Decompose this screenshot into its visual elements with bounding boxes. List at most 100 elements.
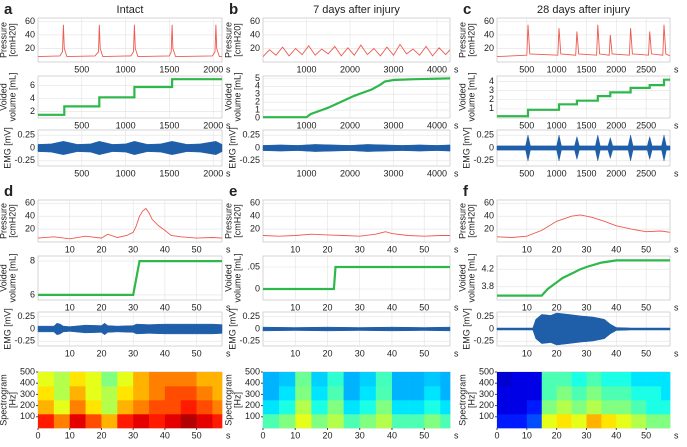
heatmap-cell (359, 386, 377, 401)
heatmap-cell (149, 400, 166, 415)
heatmap-cell (117, 400, 134, 415)
heatmap-cell (327, 386, 344, 401)
x-tick-label: 20 (322, 430, 332, 440)
heatmap-cell (263, 414, 280, 429)
heatmap-cell (212, 414, 223, 429)
heatmap-cell (541, 400, 557, 415)
heatmap-cell (180, 414, 197, 429)
x-tick-label: 2000 (340, 168, 360, 178)
x-axis-label: s (454, 302, 459, 312)
heatmap-cell (164, 400, 182, 415)
heatmap-cell (511, 414, 528, 429)
heatmap-cell (616, 372, 632, 387)
heatmap-cell (408, 386, 425, 401)
y-tick-label: 2 (489, 94, 494, 104)
data-line (262, 231, 450, 237)
heatmap-cell (295, 386, 312, 401)
y-axis-label: volume [mL] (7, 72, 17, 121)
x-tick-label: 50 (641, 302, 651, 312)
y-axis-label: Pressure (457, 22, 467, 58)
plot-area (496, 199, 671, 243)
x-tick-label: 500 (519, 168, 534, 178)
x-tick-label: 30 (581, 302, 591, 312)
y-axis-label: Spectrogram (0, 374, 8, 426)
y-axis-label: Voided (457, 83, 467, 111)
heatmap-cell (279, 372, 296, 387)
y-tick-label: 40 (250, 29, 260, 39)
x-tick-label: 10 (65, 302, 75, 312)
emg-envelope (37, 322, 223, 336)
y-axis-label: Pressure (223, 203, 233, 239)
heatmap-cell (295, 414, 312, 429)
x-axis-label: s (226, 302, 231, 312)
y-tick-label: 0.25 (242, 311, 260, 321)
x-axis-label: s (226, 430, 231, 440)
data-line (497, 78, 670, 118)
heatmap-cell (497, 400, 513, 415)
x-tick-label: 50 (419, 430, 429, 440)
x-tick-label: 10 (522, 348, 532, 358)
x-tick-label: 40 (160, 430, 170, 440)
heatmap-cell (497, 372, 513, 387)
heatmap-cell (133, 414, 150, 429)
x-tick-label: 40 (611, 302, 621, 312)
y-tick-label: 0.25 (17, 130, 35, 140)
x-tick-label: 30 (128, 430, 138, 440)
y-tick-label: 60 (25, 16, 35, 26)
y-axis-label: EMG [mV] (2, 308, 12, 350)
x-axis-label: s (454, 348, 459, 358)
heatmap-cell (133, 372, 150, 387)
y-axis-label: EMG [mV] (2, 127, 12, 169)
y-tick-label: 500 (20, 366, 35, 376)
y-tick-label: 400 (245, 378, 260, 388)
y-tick-label: 3 (255, 89, 260, 99)
y-axis-label: EMG [mV] (227, 308, 237, 350)
x-axis-label: s (674, 120, 679, 130)
x-tick-label: 30 (355, 302, 365, 312)
heatmap-cell (279, 414, 296, 429)
y-axis-label: volume [mL] (232, 72, 242, 121)
heatmap-cell (616, 414, 632, 429)
emg-envelope (37, 141, 223, 155)
data-line (37, 207, 223, 240)
y-tick-label: 3 (489, 85, 494, 95)
y-tick-label: 0.25 (476, 311, 494, 321)
x-tick-label: 500 (74, 168, 89, 178)
y-tick-label: 8 (30, 255, 35, 265)
y-tick-label: 6 (30, 289, 35, 299)
y-axis-label: Voided (0, 264, 8, 292)
y-tick-label: 100 (479, 411, 494, 421)
heatmap-cell (526, 414, 543, 429)
y-tick-label: 20 (484, 43, 494, 53)
y-tick-label: 60 (250, 198, 260, 208)
y-tick-label: 20 (484, 223, 494, 233)
x-tick-label: 1000 (547, 168, 567, 178)
x-tick-label: 20 (96, 302, 106, 312)
x-tick-label: 2000 (340, 64, 360, 74)
x-tick-label: 1000 (296, 168, 316, 178)
panel-label: a (4, 1, 13, 18)
x-axis-label: s (226, 244, 231, 254)
plot-area (262, 199, 451, 243)
heatmap-cell (85, 414, 102, 429)
y-tick-label: 100 (20, 411, 35, 421)
x-tick-label: 20 (96, 348, 106, 358)
data-line (37, 24, 222, 58)
heatmap-cell (327, 414, 344, 429)
emg-envelope (262, 326, 451, 332)
heatmap-cell (440, 386, 451, 401)
y-tick-label: 0 (489, 323, 494, 333)
heatmap-cell (53, 400, 71, 415)
heatmap-cell (164, 414, 182, 429)
x-tick-label: 0 (35, 430, 40, 440)
heatmap-cell (263, 400, 280, 415)
heatmap-cell (408, 372, 425, 387)
x-axis-label: s (226, 120, 231, 130)
heatmap-cell (69, 400, 86, 415)
heatmap-cell (343, 414, 361, 429)
heatmap-cell (149, 372, 166, 387)
x-axis-label: s (674, 64, 679, 74)
heatmap-cell (133, 400, 150, 415)
x-tick-label: 2000 (606, 64, 626, 74)
x-tick-label: 50 (419, 244, 429, 254)
